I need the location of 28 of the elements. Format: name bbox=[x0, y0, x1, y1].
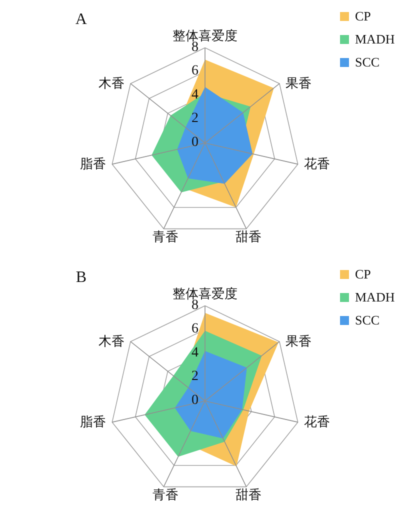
y-tick-label: 2 bbox=[192, 111, 198, 126]
spoke-label: 青香 bbox=[152, 486, 179, 502]
legend-label: SCC bbox=[355, 54, 380, 70]
legend-label: SCC bbox=[355, 312, 380, 328]
legend-label: CP bbox=[355, 8, 371, 24]
spoke-label: 果香 bbox=[285, 334, 312, 349]
y-tick-label: 4 bbox=[192, 345, 198, 360]
chart-title: A bbox=[75, 11, 88, 28]
spoke-label: 花香 bbox=[304, 414, 330, 430]
spoke-label: 脂香 bbox=[80, 414, 106, 430]
spoke-label: 青香 bbox=[152, 228, 179, 244]
chart-title: B bbox=[76, 269, 87, 286]
spoke-label: 花香 bbox=[304, 156, 330, 172]
spoke-label: 木香 bbox=[98, 334, 125, 349]
spoke-label: 果香 bbox=[285, 76, 312, 91]
spoke-label: 甜香 bbox=[235, 486, 262, 502]
y-tick-label: 6 bbox=[192, 64, 198, 79]
spoke-label: 甜香 bbox=[235, 228, 262, 244]
legend-label: MADH bbox=[355, 290, 395, 304]
y-tick-label: 6 bbox=[192, 322, 198, 337]
legend-label: CP bbox=[355, 266, 371, 282]
legend-label: MADH bbox=[355, 32, 395, 46]
y-tick-label: 0 bbox=[192, 135, 198, 150]
y-tick-label: 4 bbox=[192, 87, 198, 102]
y-tick-label: 0 bbox=[192, 393, 198, 408]
y-tick-label: 2 bbox=[192, 369, 198, 384]
spoke-label: 木香 bbox=[98, 76, 125, 91]
spoke-label: 脂香 bbox=[80, 156, 106, 172]
